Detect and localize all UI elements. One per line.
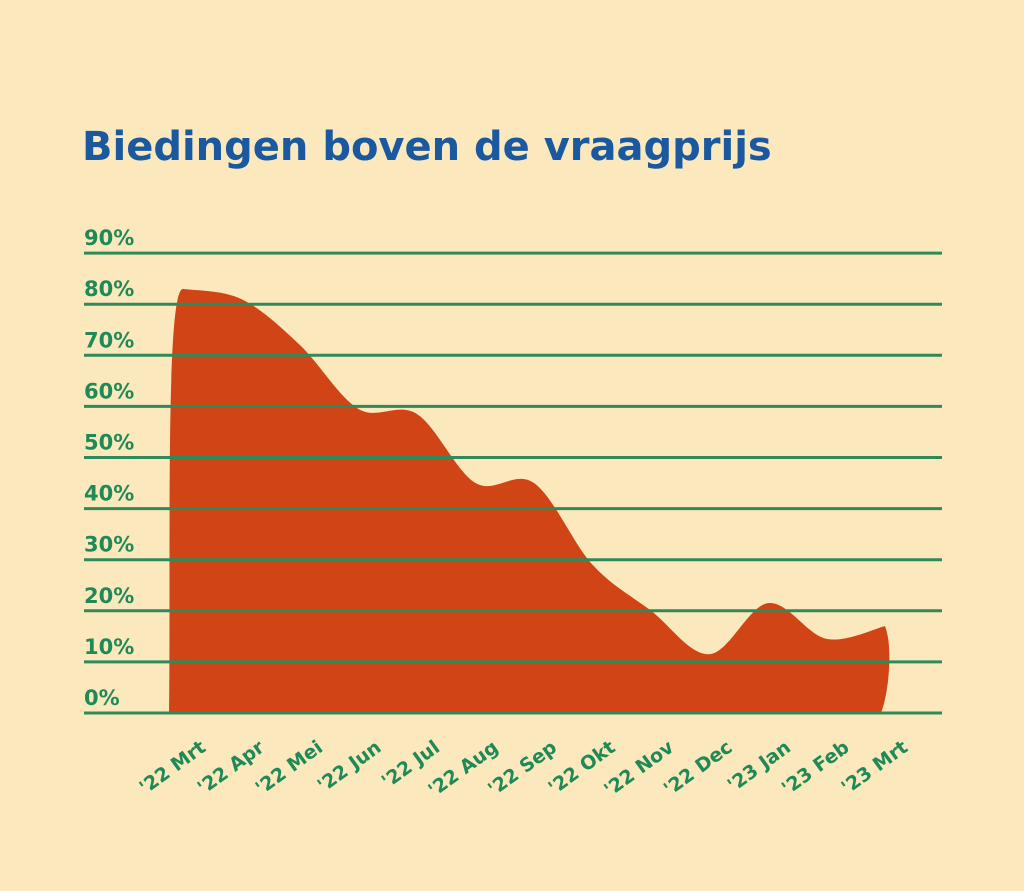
y-tick-label: 10% [84, 635, 134, 659]
y-tick-label: 30% [84, 533, 134, 557]
y-tick-label: 80% [84, 277, 134, 301]
x-tick-label: '22 Mei [252, 736, 327, 799]
chart-title: Biedingen boven de vraagprijs [82, 124, 772, 170]
x-tick-label: '23 Mrt [837, 736, 912, 799]
x-tick-label: '22 Jun [313, 736, 385, 797]
y-tick-label: 20% [84, 584, 134, 608]
y-tick-label: 0% [84, 686, 120, 710]
y-tick-label: 60% [84, 379, 134, 403]
x-tick-label: '23 Feb [778, 736, 854, 799]
area-series [169, 288, 890, 713]
y-tick-label: 40% [84, 482, 134, 506]
y-tick-label: 70% [84, 328, 134, 352]
y-tick-label: 90% [84, 226, 134, 250]
gridlines [84, 251, 942, 715]
y-tick-label: 50% [84, 431, 134, 455]
y-axis: 0% 10% 20% 30% 40% 50% 60% 70% 80% 90% [84, 226, 134, 710]
x-axis: '22 Mrt'22 Apr'22 Mei'22 Jun'22 Jul'22 A… [135, 736, 912, 802]
